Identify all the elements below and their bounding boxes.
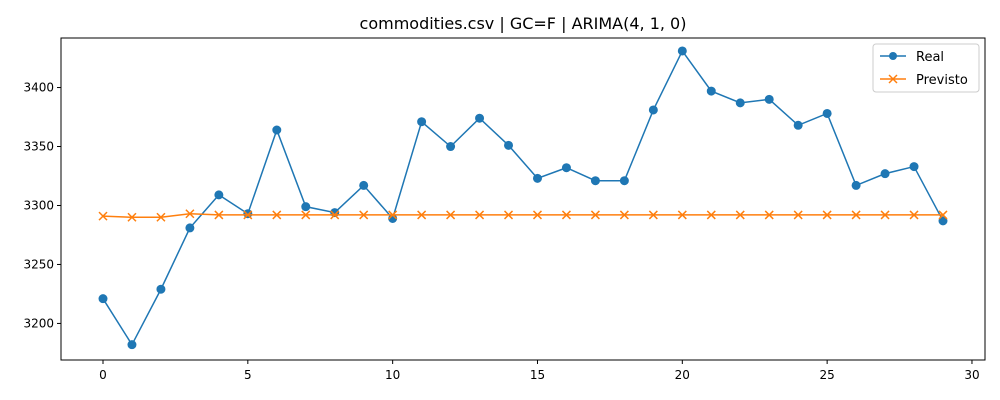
chart-title: commodities.csv | GC=F | ARIMA(4, 1, 0): [360, 14, 687, 33]
data-point-previsto: [561, 210, 571, 220]
data-point-real: [359, 180, 369, 190]
data-point-real: [301, 202, 311, 212]
x-tick-label: 25: [819, 368, 834, 382]
data-point-real: [156, 284, 166, 294]
data-point-real: [446, 142, 456, 152]
data-point-previsto: [417, 210, 427, 220]
x-axis: 0 5 10 15 20 25 30: [99, 360, 980, 382]
data-point-previsto: [185, 209, 195, 219]
data-point-real: [909, 162, 919, 172]
data-point-real: [590, 176, 600, 186]
legend-item-previsto: Previsto: [880, 73, 968, 88]
y-axis: 3200 3250 3300 3350 3400: [23, 81, 61, 330]
data-point-previsto: [388, 210, 398, 220]
data-point-previsto: [156, 212, 166, 222]
data-point-real: [561, 163, 571, 173]
data-point-real: [127, 340, 137, 350]
legend-label: Real: [916, 50, 944, 65]
data-point-previsto: [677, 210, 687, 220]
data-point-previsto: [446, 210, 456, 220]
data-point-real: [706, 86, 716, 96]
legend: Real Previsto: [872, 43, 980, 93]
data-point-real: [185, 223, 195, 233]
data-point-real: [938, 216, 948, 226]
data-point-previsto: [619, 210, 629, 220]
y-tick-label: 3350: [23, 140, 54, 154]
data-point-previsto: [648, 210, 658, 220]
series-line-previsto: [102, 212, 943, 219]
data-point-real: [504, 140, 514, 150]
data-point-real: [822, 108, 832, 118]
data-point-previsto: [590, 210, 600, 220]
data-point-previsto: [851, 210, 861, 220]
x-tick-label: 10: [385, 368, 400, 382]
data-point-real: [214, 190, 224, 200]
x-tick-label: 0: [99, 368, 107, 382]
data-point-real: [243, 209, 253, 219]
data-point-previsto: [503, 210, 514, 220]
legend-label: Previsto: [916, 73, 968, 88]
data-point-previsto: [475, 210, 485, 220]
legend-marker: [888, 74, 898, 84]
data-point-real: [532, 173, 542, 183]
data-point-real: [880, 169, 890, 179]
data-point-previsto: [127, 212, 137, 222]
series-layer: [98, 46, 948, 350]
data-point-real: [735, 98, 745, 108]
data-point-previsto: [764, 210, 774, 220]
data-point-previsto: [735, 210, 745, 220]
y-tick-label: 3200: [23, 316, 54, 330]
y-tick-label: 3250: [23, 257, 54, 271]
data-point-real: [272, 125, 282, 135]
data-point-real: [98, 294, 108, 304]
x-tick-label: 30: [964, 368, 979, 382]
data-point-real: [619, 176, 629, 186]
data-point-previsto: [272, 210, 282, 220]
data-point-previsto: [330, 210, 340, 220]
data-point-real: [475, 113, 485, 123]
plot-area: [60, 37, 986, 361]
data-point-real: [793, 120, 803, 130]
data-point-real: [764, 94, 774, 104]
data-point-previsto: [880, 210, 890, 220]
data-point-previsto: [243, 210, 253, 220]
y-tick-label: 3400: [23, 81, 54, 95]
data-point-real: [851, 180, 861, 190]
data-point-previsto: [532, 210, 543, 220]
data-point-real: [648, 105, 658, 115]
data-point-previsto: [938, 210, 948, 220]
x-tick-label: 5: [244, 368, 252, 382]
data-point-previsto: [359, 210, 369, 220]
data-point-previsto: [214, 210, 224, 220]
data-point-previsto: [706, 210, 716, 220]
data-point-real: [677, 46, 687, 56]
y-tick-label: 3300: [23, 198, 54, 212]
data-point-previsto: [793, 210, 803, 220]
legend-item-real: Real: [880, 50, 944, 65]
data-point-previsto: [301, 210, 311, 220]
x-tick-label: 20: [675, 368, 690, 382]
data-point-real: [417, 117, 427, 127]
data-point-previsto: [822, 210, 832, 220]
data-point-previsto: [909, 210, 919, 220]
x-tick-label: 15: [530, 368, 545, 382]
series-line-real: [102, 49, 944, 347]
data-point-previsto: [98, 211, 108, 221]
legend-marker: [889, 52, 897, 60]
